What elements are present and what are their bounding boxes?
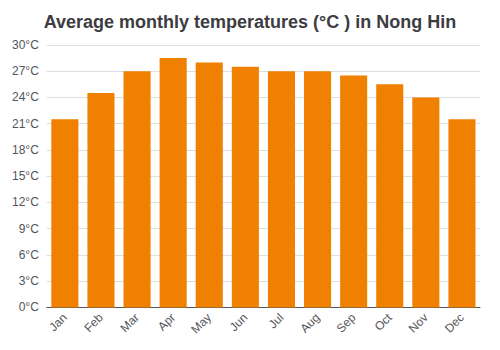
- svg-text:Aug: Aug: [298, 311, 323, 336]
- svg-text:9°C: 9°C: [19, 222, 39, 236]
- svg-text:Jan: Jan: [46, 311, 70, 335]
- svg-text:Apr: Apr: [155, 311, 178, 334]
- svg-text:21°C: 21°C: [12, 117, 39, 131]
- svg-text:15°C: 15°C: [12, 169, 39, 183]
- svg-text:Average monthly temperatures (: Average monthly temperatures (°C ) in No…: [44, 12, 457, 32]
- svg-text:May: May: [188, 311, 214, 337]
- svg-text:Oct: Oct: [372, 310, 396, 334]
- svg-text:6°C: 6°C: [19, 248, 39, 262]
- svg-text:18°C: 18°C: [12, 143, 39, 157]
- svg-text:0°C: 0°C: [19, 300, 39, 314]
- svg-text:27°C: 27°C: [12, 64, 39, 78]
- svg-text:Sep: Sep: [334, 310, 359, 335]
- svg-text:Feb: Feb: [81, 310, 106, 335]
- svg-text:12°C: 12°C: [12, 195, 39, 209]
- svg-text:3°C: 3°C: [19, 274, 39, 288]
- svg-text:Jul: Jul: [266, 311, 287, 332]
- svg-text:Mar: Mar: [118, 311, 143, 335]
- svg-text:Dec: Dec: [442, 311, 467, 336]
- svg-text:24°C: 24°C: [12, 90, 39, 104]
- svg-text:Jun: Jun: [227, 311, 251, 335]
- svg-text:Nov: Nov: [406, 311, 431, 336]
- svg-text:30°C: 30°C: [12, 38, 39, 52]
